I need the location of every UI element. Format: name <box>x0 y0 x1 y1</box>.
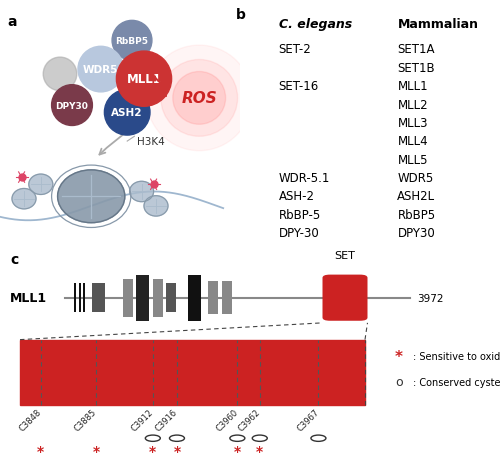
Text: WDR-5.1: WDR-5.1 <box>278 172 330 185</box>
Text: RbBP5: RbBP5 <box>116 37 148 46</box>
Text: RbBP5: RbBP5 <box>398 208 436 222</box>
Text: C3912: C3912 <box>130 407 156 432</box>
Text: b: b <box>236 8 246 22</box>
FancyBboxPatch shape <box>322 275 368 321</box>
Text: SET-2: SET-2 <box>278 43 312 56</box>
Text: ROS: ROS <box>182 91 217 106</box>
Text: *: * <box>92 444 100 455</box>
FancyBboxPatch shape <box>92 283 104 313</box>
Text: WDR5: WDR5 <box>83 65 118 75</box>
Text: DPY30: DPY30 <box>398 227 435 240</box>
Text: *: * <box>174 444 180 455</box>
Ellipse shape <box>144 196 168 217</box>
Text: : Conserved cysteines: : Conserved cysteines <box>412 377 500 387</box>
Text: ASH2: ASH2 <box>112 108 143 118</box>
Text: WDR5: WDR5 <box>398 172 434 185</box>
Text: 3972: 3972 <box>418 293 444 303</box>
Text: : Sensitive to oxidation: : Sensitive to oxidation <box>412 352 500 362</box>
FancyBboxPatch shape <box>188 275 200 321</box>
Text: SET: SET <box>334 250 355 260</box>
Text: MLL5: MLL5 <box>398 153 428 167</box>
Text: *: * <box>150 444 156 455</box>
FancyBboxPatch shape <box>166 283 175 313</box>
Text: SET1B: SET1B <box>398 62 435 75</box>
Text: C3916: C3916 <box>154 407 180 432</box>
Text: ASH2L: ASH2L <box>398 190 436 203</box>
Text: RbBP-5: RbBP-5 <box>278 208 321 222</box>
Text: DPY30: DPY30 <box>56 101 88 110</box>
Text: C3848: C3848 <box>18 407 43 432</box>
Text: SET-16: SET-16 <box>278 80 319 93</box>
Circle shape <box>146 46 252 152</box>
Text: MLL4: MLL4 <box>398 135 428 148</box>
Text: H3K4: H3K4 <box>137 137 164 147</box>
Text: SET1A: SET1A <box>398 43 435 56</box>
Text: *: * <box>37 444 44 455</box>
Text: *: * <box>256 444 264 455</box>
FancyBboxPatch shape <box>74 283 76 313</box>
Text: C3960: C3960 <box>214 407 240 432</box>
Text: ASH-2: ASH-2 <box>278 190 314 203</box>
Ellipse shape <box>29 175 53 195</box>
Circle shape <box>78 47 124 93</box>
Text: MLL2: MLL2 <box>398 98 428 111</box>
Ellipse shape <box>58 171 125 223</box>
FancyBboxPatch shape <box>222 281 232 315</box>
Ellipse shape <box>130 182 154 202</box>
Text: DPY-30: DPY-30 <box>278 227 320 240</box>
Text: MLL1: MLL1 <box>398 80 428 93</box>
Text: MLL1: MLL1 <box>10 292 47 304</box>
Text: C3967: C3967 <box>296 407 321 432</box>
FancyBboxPatch shape <box>152 279 162 317</box>
Text: o: o <box>395 375 402 388</box>
FancyBboxPatch shape <box>122 279 132 317</box>
Circle shape <box>52 86 92 126</box>
Text: *: * <box>234 444 241 455</box>
Text: Mammalian: Mammalian <box>398 18 478 31</box>
Circle shape <box>116 52 172 107</box>
Ellipse shape <box>12 189 36 209</box>
Text: *: * <box>395 349 403 364</box>
Circle shape <box>112 21 152 61</box>
FancyBboxPatch shape <box>208 281 218 315</box>
Text: MLL3: MLL3 <box>398 116 428 130</box>
FancyBboxPatch shape <box>20 340 365 405</box>
Text: C3885: C3885 <box>73 407 98 432</box>
FancyBboxPatch shape <box>83 283 85 313</box>
Circle shape <box>43 58 77 91</box>
FancyBboxPatch shape <box>136 275 149 321</box>
Text: MLL1: MLL1 <box>126 73 162 86</box>
Circle shape <box>173 72 226 125</box>
Circle shape <box>161 61 238 137</box>
Circle shape <box>104 90 150 136</box>
Text: c: c <box>10 252 18 266</box>
Text: C. elegans: C. elegans <box>278 18 352 31</box>
Text: C3962: C3962 <box>236 407 262 432</box>
Text: a: a <box>7 15 16 29</box>
FancyBboxPatch shape <box>78 283 80 313</box>
